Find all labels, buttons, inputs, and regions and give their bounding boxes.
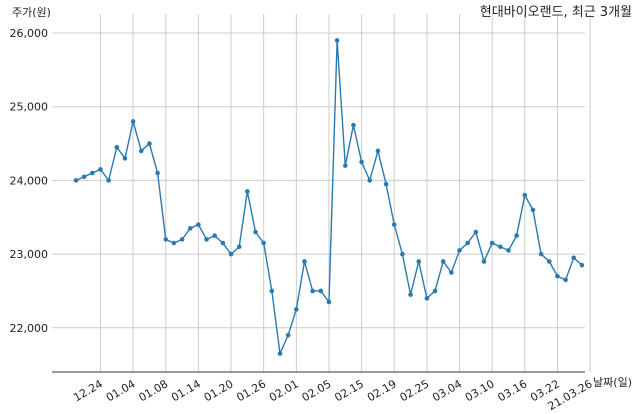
x-tick-label: 03.04 [430,377,464,404]
x-tick-label: 03.10 [463,377,497,404]
data-point [302,259,307,264]
data-point [546,259,552,264]
data-point [563,277,568,283]
grid [52,14,591,372]
x-tick-label: 01.14 [169,377,203,404]
y-tick-label: 24,000 [10,174,49,187]
data-point [253,229,258,235]
data-point [391,222,397,227]
data-point [147,141,152,146]
x-tick-label: 01.08 [136,377,170,404]
data-point [310,288,315,294]
y-tick-label: 23,000 [10,248,49,261]
data-point [204,237,209,242]
data-point [114,144,120,150]
data-point [416,259,422,264]
x-tick-label: 12.24 [71,377,105,404]
data-point [326,299,332,305]
data-point [579,262,585,268]
data-point [122,156,128,161]
data-point [138,148,144,154]
data-point [277,351,283,356]
data-point [81,174,87,180]
series-points [73,38,585,356]
data-point [285,332,291,338]
data-point [220,240,226,246]
data-point [261,240,266,246]
x-axis-label: 날짜(일) [593,375,632,389]
data-point [294,307,299,312]
data-point [506,248,511,253]
chart-title: 현대바이오랜드, 최근 3개월 [480,5,632,20]
data-point [269,288,275,294]
data-point [400,251,405,257]
data-point [73,178,79,183]
data-point [432,288,438,294]
y-axis-ticks: 22,000 23,000 24,000 25,000 26,000 [10,27,49,335]
data-point [440,259,446,264]
data-point [408,292,413,297]
data-point [318,288,324,294]
data-point [90,170,95,176]
x-tick-label: 01.26 [234,377,268,404]
data-point [342,163,348,168]
data-point [424,296,430,301]
x-tick-label: 02.01 [267,377,301,404]
x-tick-label: 01.04 [104,377,138,404]
y-tick-label: 26,000 [10,27,49,40]
data-point [212,233,218,238]
data-point [245,189,250,194]
data-point [130,119,136,124]
data-point [187,226,193,231]
data-point [530,207,536,213]
data-point [179,237,185,242]
x-tick-label: 02.25 [398,377,432,404]
x-tick-label: 02.05 [300,377,334,404]
x-axis-ticks: 12.2401.0401.0801.1401.2001.2602.0102.05… [71,377,594,413]
data-point [555,273,560,279]
data-point [196,222,201,227]
data-point [481,259,487,264]
data-point [163,237,169,242]
data-point [473,229,479,235]
data-point [449,270,454,275]
y-tick-label: 22,000 [10,322,49,335]
data-point [465,240,470,246]
data-point [359,159,364,165]
data-point [106,178,111,183]
y-axis-label: 주가(원) [12,6,51,19]
data-point [571,255,577,261]
data-point [98,167,103,172]
data-point [236,244,242,250]
data-point [498,244,503,250]
data-point [375,148,381,154]
data-point [522,192,528,198]
data-point [334,38,340,43]
data-point [228,251,234,257]
data-point [489,240,495,246]
x-tick-label: 02.19 [365,377,399,404]
data-point [514,233,519,238]
x-tick-label: 02.15 [332,377,366,404]
data-point [383,181,389,187]
data-point [538,251,544,257]
data-point [367,178,373,183]
data-point [155,170,160,176]
y-tick-label: 25,000 [10,101,49,114]
data-point [171,240,177,246]
data-point [457,248,462,253]
x-tick-label: 01.20 [202,377,236,404]
data-point [351,122,356,128]
x-tick-label: 03.16 [496,377,530,404]
